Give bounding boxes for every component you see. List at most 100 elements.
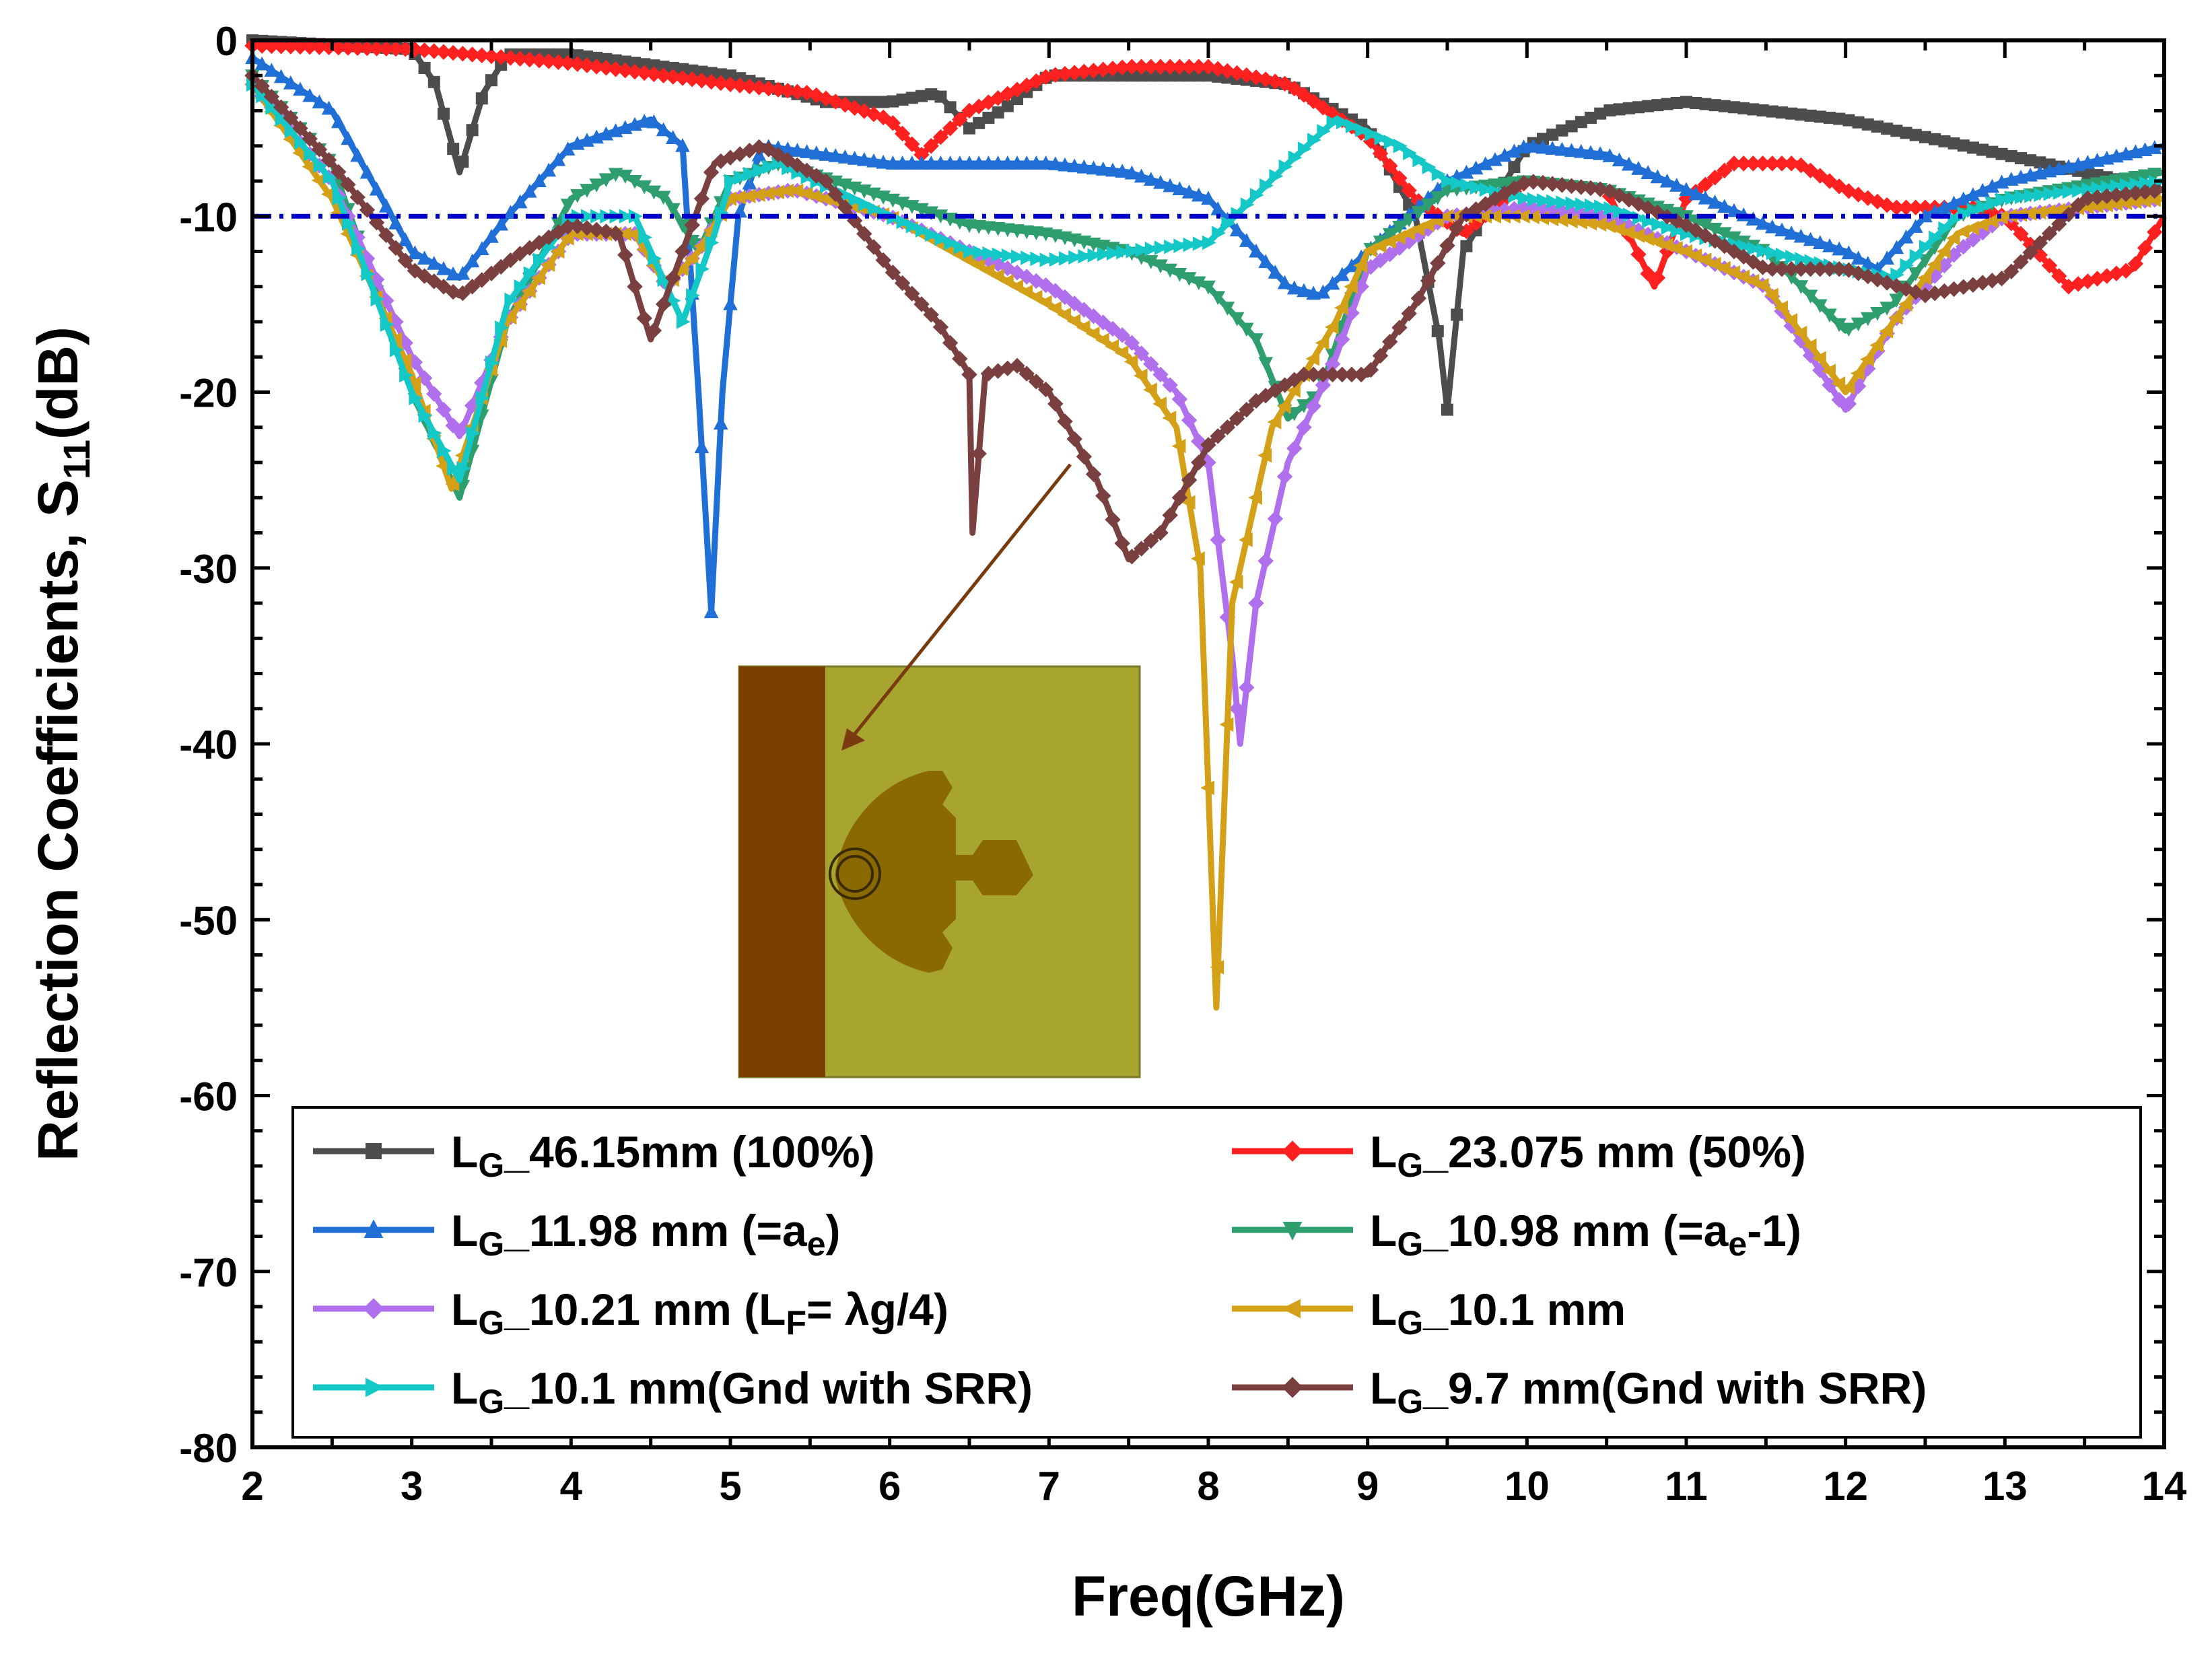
x-tick-label: 9	[1356, 1463, 1379, 1509]
data-point	[361, 267, 376, 281]
data-point	[961, 252, 975, 268]
data-point	[293, 81, 308, 96]
data-point	[1202, 69, 1214, 82]
data-point	[1622, 156, 1636, 171]
data-point	[1135, 242, 1150, 258]
data-point	[1565, 196, 1580, 211]
data-point	[827, 186, 843, 203]
x-tick-label: 2	[241, 1463, 263, 1509]
data-point	[1393, 138, 1408, 153]
data-point	[1154, 240, 1169, 256]
data-point	[1126, 244, 1140, 259]
data-point	[751, 187, 765, 203]
data-point	[885, 265, 901, 281]
inset-pointer-arrow	[848, 463, 1072, 742]
data-point	[581, 209, 595, 224]
data-point	[724, 174, 738, 188]
data-point	[332, 191, 347, 205]
y-tick-label: -50	[179, 898, 238, 943]
data-point	[1066, 431, 1082, 447]
data-point	[895, 156, 910, 170]
data-point	[541, 257, 555, 272]
data-point	[2041, 257, 2058, 274]
data-point	[1097, 246, 1111, 262]
data-point	[665, 69, 681, 85]
data-point	[379, 198, 394, 213]
data-point	[627, 63, 643, 80]
data-point	[1889, 240, 1904, 254]
data-point	[464, 253, 480, 268]
data-point	[1200, 780, 1214, 796]
data-point	[579, 57, 595, 73]
data-point	[1603, 104, 1616, 116]
data-point	[1267, 382, 1284, 399]
data-point	[990, 363, 1006, 379]
legend-label: LG_10.21 mm (LF= λg/4)	[451, 1284, 948, 1342]
data-point	[1688, 248, 1702, 263]
data-point	[799, 144, 815, 158]
data-point	[1057, 289, 1073, 306]
data-point	[418, 61, 431, 74]
data-point	[1258, 357, 1273, 372]
data-point	[693, 238, 708, 254]
data-point	[933, 156, 948, 170]
data-point	[1563, 178, 1580, 195]
data-point	[1200, 437, 1216, 453]
data-point	[1439, 209, 1453, 224]
data-point	[1993, 271, 2010, 287]
data-point	[743, 166, 758, 182]
data-point	[1929, 230, 1943, 246]
data-point	[1822, 364, 1836, 378]
data-point	[1334, 300, 1348, 315]
data-point	[1537, 133, 1549, 145]
data-point	[349, 189, 366, 205]
data-point	[1143, 356, 1159, 372]
data-point	[1822, 377, 1838, 393]
data-point	[677, 63, 689, 75]
data-point	[1441, 174, 1455, 188]
data-point	[1431, 324, 1444, 337]
data-point	[1355, 123, 1369, 138]
data-point	[1240, 197, 1255, 212]
data-point	[627, 279, 643, 295]
data-point	[1755, 215, 1770, 230]
y-tick-label: -60	[179, 1074, 238, 1119]
data-point	[502, 50, 519, 66]
data-point	[1143, 532, 1159, 549]
data-point	[1018, 77, 1035, 94]
legend: LG_46.15mm (100%) LG_23.075 mm (50%)LG_11…	[291, 1106, 2142, 1439]
data-point	[427, 256, 442, 270]
data-point	[684, 217, 700, 234]
data-point	[1554, 141, 1570, 156]
data-point	[1813, 235, 1828, 249]
data-point	[1439, 238, 1455, 254]
data-point	[1277, 275, 1292, 289]
data-point	[1593, 146, 1608, 160]
data-point	[1353, 258, 1368, 273]
data-point	[675, 243, 691, 260]
data-point	[1995, 193, 2010, 207]
series-7	[244, 67, 2165, 565]
legend-item: LG_10.98 mm (=ae-1)	[1232, 1206, 1801, 1263]
data-point	[1296, 366, 1312, 383]
data-point	[770, 81, 786, 98]
data-point	[454, 285, 471, 302]
legend-label-part: L	[1370, 1206, 1397, 1255]
data-point	[1403, 145, 1417, 160]
data-point	[2109, 174, 2124, 188]
data-point	[1162, 507, 1178, 524]
data-point	[1181, 184, 1197, 199]
data-point	[607, 225, 624, 242]
data-point	[2005, 149, 2017, 162]
data-point	[2051, 216, 2067, 232]
data-point	[1000, 360, 1016, 376]
data-point	[1076, 320, 1091, 335]
data-point	[1497, 147, 1512, 162]
data-point	[590, 209, 604, 224]
data-point	[1573, 179, 1589, 195]
data-point	[284, 123, 299, 139]
data-point	[1784, 226, 1799, 240]
data-point	[1630, 196, 1647, 212]
data-point	[1076, 63, 1093, 80]
data-point	[1095, 314, 1111, 331]
